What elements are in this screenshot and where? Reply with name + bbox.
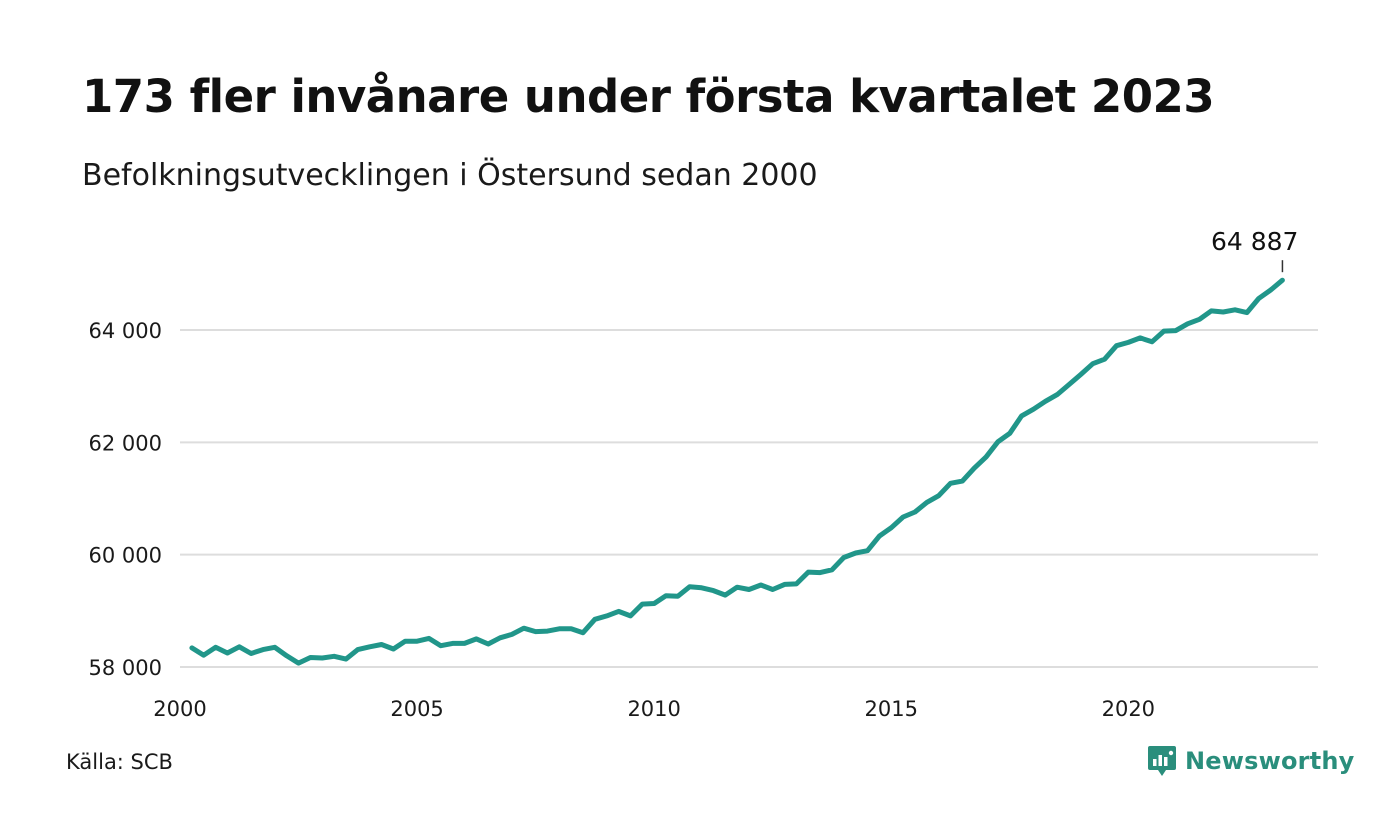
x-tick-label-2010: 2010 (627, 697, 680, 721)
x-tick-label-2005: 2005 (390, 697, 443, 721)
y-tick-label-58000: 58 000 (89, 656, 162, 680)
brand[interactable]: Newsworthy (1147, 744, 1355, 778)
chart-title: 173 fler invånare under första kvartalet… (82, 70, 1215, 123)
y-axis-ticks: 58 000 60 000 62 000 64 000 (89, 319, 162, 680)
brand-name: Newsworthy (1185, 747, 1355, 775)
y-tick-label-64000: 64 000 (89, 319, 162, 343)
series-layer (189, 277, 1285, 666)
x-tick-label-2015: 2015 (865, 697, 918, 721)
end-value-label: 64 887 (1211, 227, 1298, 256)
y-tick-label-62000: 62 000 (89, 431, 162, 455)
y-tick-label-60000: 60 000 (89, 544, 162, 568)
gridlines (180, 329, 1318, 668)
source-note: Källa: SCB (66, 750, 173, 774)
x-tick-label-2020: 2020 (1102, 697, 1155, 721)
newsworthy-logo-icon (1148, 746, 1176, 776)
x-tick-label-2000: 2000 (153, 697, 206, 721)
annotation-layer: 64 887 (1211, 227, 1298, 273)
series-line-population (189, 277, 1285, 666)
x-axis-ticks: 2000 2005 2010 2015 2020 (153, 697, 1155, 721)
chart-subtitle: Befolkningsutvecklingen i Östersund seda… (82, 158, 818, 193)
